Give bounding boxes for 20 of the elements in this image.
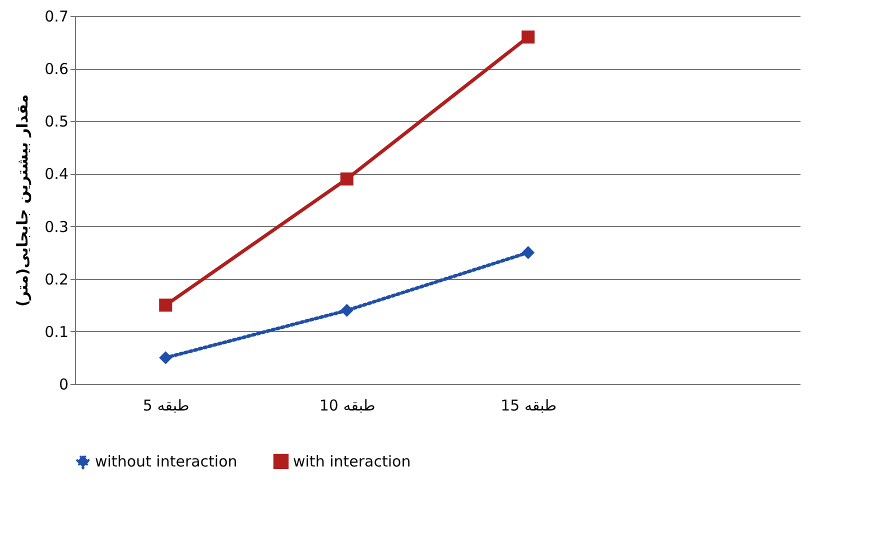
- y-tick-label: 0.3: [44, 218, 68, 236]
- y-tick-label: 0: [58, 376, 68, 394]
- y-tick-label: 0.7: [44, 8, 68, 26]
- y-tick-label: 0.4: [44, 165, 68, 184]
- point: [159, 298, 172, 312]
- point: [340, 304, 354, 317]
- point: [522, 246, 535, 260]
- point: [340, 172, 354, 186]
- point: [522, 30, 535, 44]
- legend-label: with interaction: [293, 452, 411, 470]
- y-tick-label: 0.1: [44, 322, 68, 341]
- y-tick-label: 0.5: [44, 112, 68, 131]
- x-tick-label: 15 طبقه: [500, 396, 557, 414]
- y-tick-label: 0.2: [44, 270, 68, 288]
- y-tick-label: 0.6: [44, 60, 68, 78]
- y-axis-title: مقدار بیشترین جابجایی(متر): [14, 94, 32, 307]
- legend-label: without interaction: [95, 452, 238, 470]
- point: [159, 351, 172, 364]
- x-tick-label: 5 طبقه: [142, 396, 190, 414]
- x-tick-label: 10 طبقه: [319, 396, 376, 414]
